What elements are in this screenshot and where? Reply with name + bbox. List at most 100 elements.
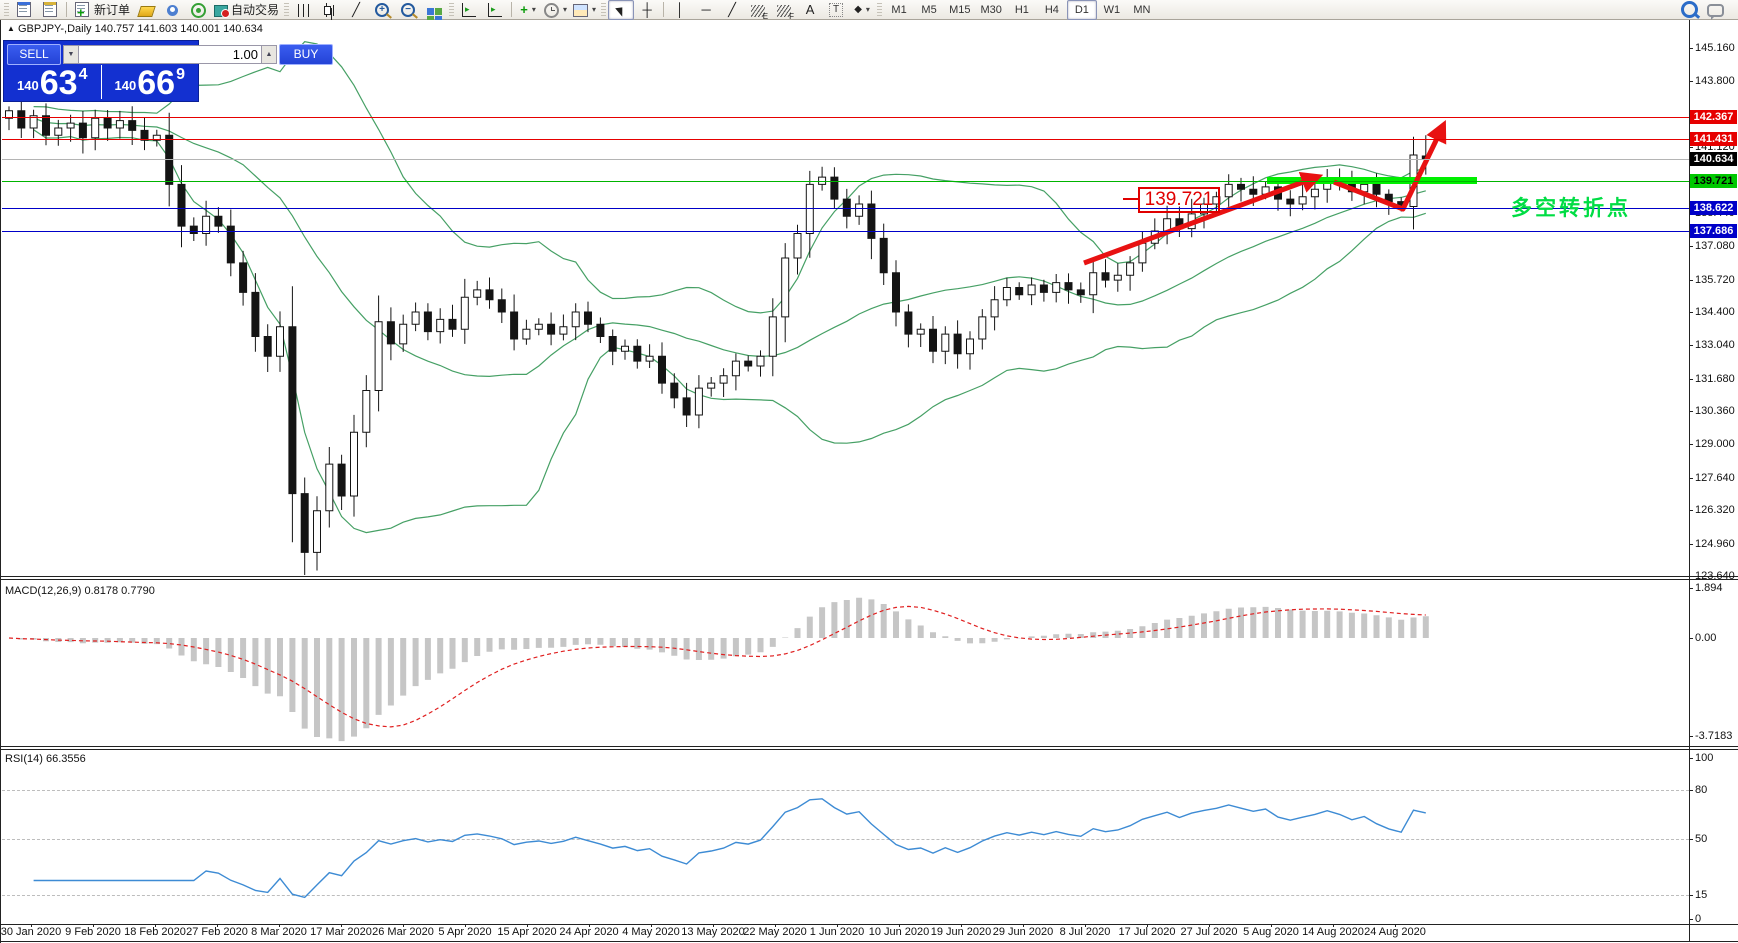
- timeframe-m5[interactable]: M5: [921, 3, 937, 16]
- signals-button[interactable]: [185, 0, 211, 20]
- fibonacci-tool-button[interactable]: F: [771, 0, 797, 21]
- rsi-value: 66.3556: [45, 753, 86, 765]
- macd-tick: [1689, 736, 1693, 737]
- timeframe-h4[interactable]: H4: [1044, 3, 1059, 16]
- collapse-triangle-icon: ▲: [7, 24, 15, 33]
- search-button[interactable]: [1676, 0, 1702, 20]
- date-label: 10 Jun 2020: [868, 926, 930, 938]
- date-label: 15 Apr 2020: [497, 926, 557, 938]
- zoom-out-button[interactable]: −: [395, 0, 421, 20]
- line-chart-icon: ╱: [352, 2, 360, 17]
- date-label: 13 May 2020: [681, 926, 745, 938]
- date-label: 24 Apr 2020: [559, 926, 619, 938]
- date-tick: [527, 924, 528, 927]
- price-tick-label: 131.680: [1695, 372, 1735, 385]
- ask-pip-digit: 9: [176, 66, 185, 83]
- timeframe-mn[interactable]: MN: [1133, 3, 1151, 16]
- buy-button[interactable]: BUY: [279, 43, 333, 65]
- rsi-tick: [1689, 758, 1693, 759]
- channel-icon: E: [751, 4, 768, 21]
- chevron-down-icon: ▾: [865, 5, 870, 14]
- price-tick-label: 126.320: [1695, 504, 1735, 517]
- bar-chart-button[interactable]: [291, 0, 317, 20]
- volume-up-button[interactable]: ▲: [261, 44, 277, 64]
- price-tick: [1689, 311, 1693, 313]
- date-label: 27 Jul 2020: [1180, 926, 1238, 938]
- pane-divider[interactable]: [1, 749, 1738, 750]
- volume-input[interactable]: [79, 44, 261, 64]
- hline-tool-button[interactable]: ─: [693, 0, 719, 20]
- chart-shift-icon: [488, 3, 503, 17]
- date-tick: [403, 924, 404, 927]
- text-label-tool-button[interactable]: T: [823, 0, 849, 20]
- timeframe-h1[interactable]: H1: [1014, 3, 1029, 16]
- macd-values: 0.8178 0.7790: [84, 585, 155, 597]
- date-label: 17 Jul 2020: [1118, 926, 1176, 938]
- bid-price[interactable]: 140 63 4: [4, 65, 102, 100]
- chevron-down-icon: ▾: [563, 5, 568, 14]
- price-tick-label: 127.640: [1695, 471, 1735, 484]
- trendline-tool-button[interactable]: ╱: [719, 0, 745, 20]
- macd-signal-line: [8, 605, 1426, 728]
- pane-divider[interactable]: [1, 576, 1738, 577]
- date-tick: [899, 924, 900, 927]
- price-tick: [1689, 81, 1693, 83]
- price-badge: 142.367: [1690, 109, 1737, 124]
- ask-price[interactable]: 140 66 9: [102, 65, 199, 100]
- rsi-level-line: [2, 790, 1689, 792]
- cursor-icon: [615, 4, 627, 17]
- macd-label: MACD(12,26,9) 0.8178 0.7790: [5, 585, 155, 597]
- zoom-out-icon: −: [401, 3, 416, 17]
- text-tool-button[interactable]: A: [797, 0, 823, 20]
- periods-button[interactable]: ▾: [541, 0, 570, 20]
- indicators-add-button[interactable]: + ▾: [515, 0, 541, 20]
- line-chart-button[interactable]: ╱: [343, 0, 369, 20]
- price-tick-label: 137.080: [1695, 240, 1735, 253]
- tile-windows-button[interactable]: [421, 0, 447, 20]
- price-tick-label: 134.400: [1695, 305, 1735, 318]
- bullish-candles: [5, 110, 1418, 553]
- chart-shift-button[interactable]: [482, 0, 508, 20]
- toolbar-separator: [66, 2, 67, 17]
- auto-scroll-icon: [462, 3, 477, 17]
- timeframe-d1[interactable]: D1: [1066, 0, 1097, 20]
- toolbar-drag-handle: [449, 2, 455, 17]
- equidistant-channel-button[interactable]: E: [745, 0, 771, 21]
- price-tick: [1689, 246, 1693, 248]
- pane-divider[interactable]: [1, 746, 1738, 747]
- person-icon: [166, 5, 178, 16]
- profiles-button[interactable]: [37, 0, 63, 20]
- date-tick: [465, 924, 466, 927]
- rsi-tick: [1689, 790, 1693, 792]
- chat-button[interactable]: [1702, 0, 1728, 20]
- new-chart-button[interactable]: [11, 0, 37, 20]
- autotrading-button[interactable]: 自动交易: [211, 0, 282, 20]
- pane-divider[interactable]: [1, 579, 1738, 580]
- price-tick: [1689, 147, 1693, 149]
- candlestick-chart-button[interactable]: [317, 0, 343, 20]
- sell-button[interactable]: SELL: [7, 43, 61, 65]
- metaeditor-button[interactable]: [133, 0, 159, 20]
- chart-window[interactable]: ▲ GBPJPY-,Daily 140.757 141.603 140.001 …: [0, 20, 1738, 943]
- cursor-tool-button[interactable]: [608, 0, 635, 20]
- price-tick-label: 133.040: [1695, 339, 1735, 352]
- vline-tool-button[interactable]: │: [667, 0, 693, 20]
- templates-button[interactable]: ▾: [570, 0, 599, 20]
- price-tick: [1689, 510, 1693, 512]
- new-order-button[interactable]: 新订单: [70, 0, 133, 20]
- volume-down-button[interactable]: ▼: [63, 44, 79, 64]
- level-hline: [2, 159, 1689, 161]
- auto-scroll-button[interactable]: [456, 0, 482, 20]
- crosshair-tool-button[interactable]: ┼: [634, 0, 660, 20]
- community-button[interactable]: [159, 0, 185, 20]
- timeframe-m1[interactable]: M1: [891, 3, 907, 16]
- shapes-tool-button[interactable]: ◆ ▾: [849, 0, 875, 20]
- zoom-in-button[interactable]: +: [369, 0, 395, 20]
- level-hline: [2, 181, 1689, 183]
- date-label: 5 Aug 2020: [1243, 926, 1299, 938]
- timeframe-w1[interactable]: W1: [1103, 3, 1121, 16]
- bearish-candles: [17, 110, 1430, 553]
- timeframe-m30[interactable]: M30: [980, 3, 1002, 16]
- timeframe-m15[interactable]: M15: [949, 3, 971, 16]
